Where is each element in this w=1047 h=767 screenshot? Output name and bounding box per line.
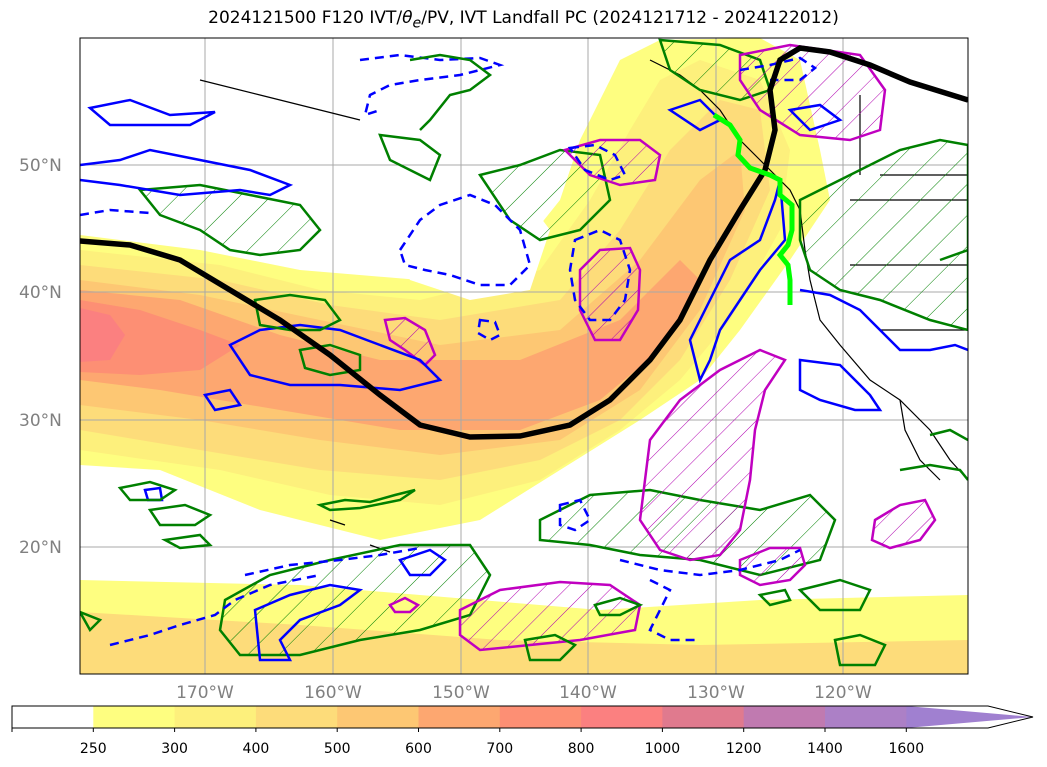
colorbar-segment bbox=[906, 706, 1033, 728]
colorbar-segment bbox=[662, 706, 745, 728]
theta-subscript: e bbox=[412, 15, 422, 32]
jet-axis bbox=[80, 45, 968, 440]
lon-label-160w: 160°W bbox=[304, 683, 362, 703]
colorbar-segment bbox=[499, 706, 582, 728]
colorbar-tick-label: 700 bbox=[486, 741, 513, 757]
lat-label-30: 30°N bbox=[19, 411, 62, 431]
pv-contours bbox=[80, 98, 968, 662]
lon-label-130w: 130°W bbox=[687, 683, 745, 703]
map-frame bbox=[79, 37, 969, 675]
lon-label-150w: 150°W bbox=[432, 683, 490, 703]
colorbar-labels: 250 300 400 500 600 700 800 1000 1200 1400 1600 bbox=[11, 728, 924, 757]
colorbar-tick-label: 250 bbox=[80, 741, 107, 757]
colorbar-segment bbox=[825, 706, 907, 728]
colorbar-tick-label: 600 bbox=[405, 741, 432, 757]
colorbar-tick-label: 500 bbox=[324, 741, 351, 757]
theta-contours bbox=[80, 53, 968, 667]
theta-symbol: θ bbox=[402, 8, 413, 28]
landfall-line bbox=[712, 112, 795, 305]
map-panel bbox=[80, 38, 968, 674]
colorbar-segment bbox=[255, 706, 338, 728]
lon-label-170w: 170°W bbox=[176, 683, 234, 703]
colorbar-segment bbox=[174, 706, 257, 728]
colorbar-segments bbox=[12, 706, 1033, 728]
lat-label-20: 20°N bbox=[19, 538, 62, 558]
pv-dashed-contours bbox=[80, 53, 818, 647]
map-title: 2024121500 F120 IVT/θe/PV, IVT Landfall … bbox=[208, 8, 839, 32]
colorbar-tick-label: 1400 bbox=[807, 741, 843, 757]
colorbar-outline bbox=[11, 705, 1034, 729]
colorbar-tick-label: 400 bbox=[243, 741, 270, 757]
colorbar: 250 300 400 500 600 700 800 1000 1200 1400 1600 bbox=[11, 705, 1034, 757]
colorbar-tick-label: 1000 bbox=[645, 741, 681, 757]
lon-label-140w: 140°W bbox=[559, 683, 617, 703]
lat-label-40: 40°N bbox=[19, 283, 62, 303]
colorbar-tick-label: 300 bbox=[161, 741, 188, 757]
lon-label-120w: 120°W bbox=[814, 683, 872, 703]
colorbar-segment bbox=[743, 706, 826, 728]
colorbar-segment bbox=[93, 706, 176, 728]
colorbar-segment bbox=[337, 706, 419, 728]
colorbar-tick-label: 1600 bbox=[888, 741, 924, 757]
colorbar-segment bbox=[12, 706, 94, 728]
landfall-pc bbox=[383, 43, 937, 652]
lat-label-50: 50°N bbox=[19, 156, 62, 176]
colorbar-segment bbox=[418, 706, 501, 728]
colorbar-segment bbox=[581, 706, 663, 728]
colorbar-tick-label: 800 bbox=[568, 741, 595, 757]
lat-labels: 50°N 40°N 30°N 20°N bbox=[19, 156, 62, 558]
colorbar-tick-label: 1200 bbox=[726, 741, 762, 757]
lon-labels: 170°W 160°W 150°W 140°W 130°W 120°W bbox=[176, 683, 872, 703]
